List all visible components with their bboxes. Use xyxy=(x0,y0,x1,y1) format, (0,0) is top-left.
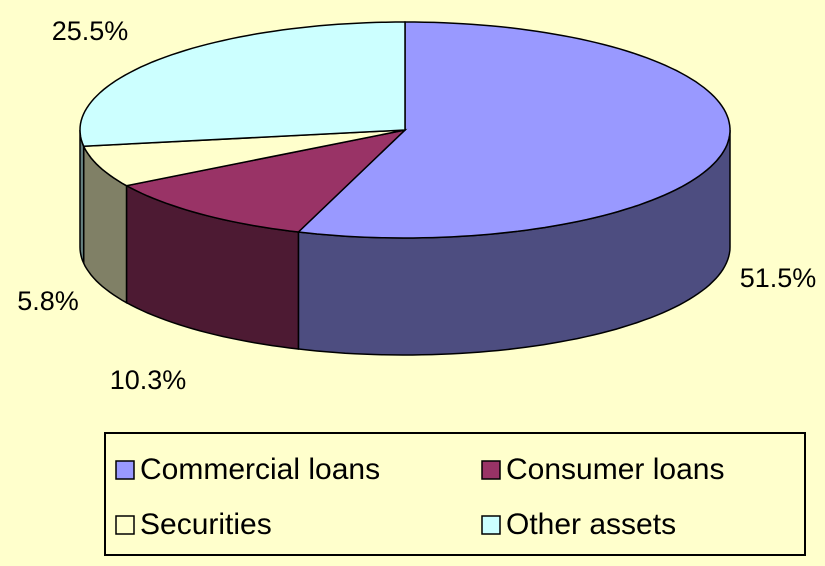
legend-swatch xyxy=(115,515,135,535)
legend-box xyxy=(104,432,806,556)
data-label: 5.8% xyxy=(17,286,79,316)
slice xyxy=(82,129,406,187)
legend-label: Securities xyxy=(140,508,272,541)
data-label: 10.3% xyxy=(110,365,187,395)
data-label: 51.5% xyxy=(740,263,817,293)
slice xyxy=(79,21,406,147)
data-label: 25.5% xyxy=(52,16,129,46)
legend-label: Other assets xyxy=(506,508,676,541)
slice-wall xyxy=(79,129,85,264)
legend-swatch xyxy=(481,515,501,535)
legend-swatch xyxy=(481,460,501,480)
legend-swatch xyxy=(115,460,135,480)
slice xyxy=(296,21,731,239)
legend-label: Commercial loans xyxy=(140,453,380,486)
slice xyxy=(124,128,408,233)
legend-label: Consumer loans xyxy=(506,453,724,486)
